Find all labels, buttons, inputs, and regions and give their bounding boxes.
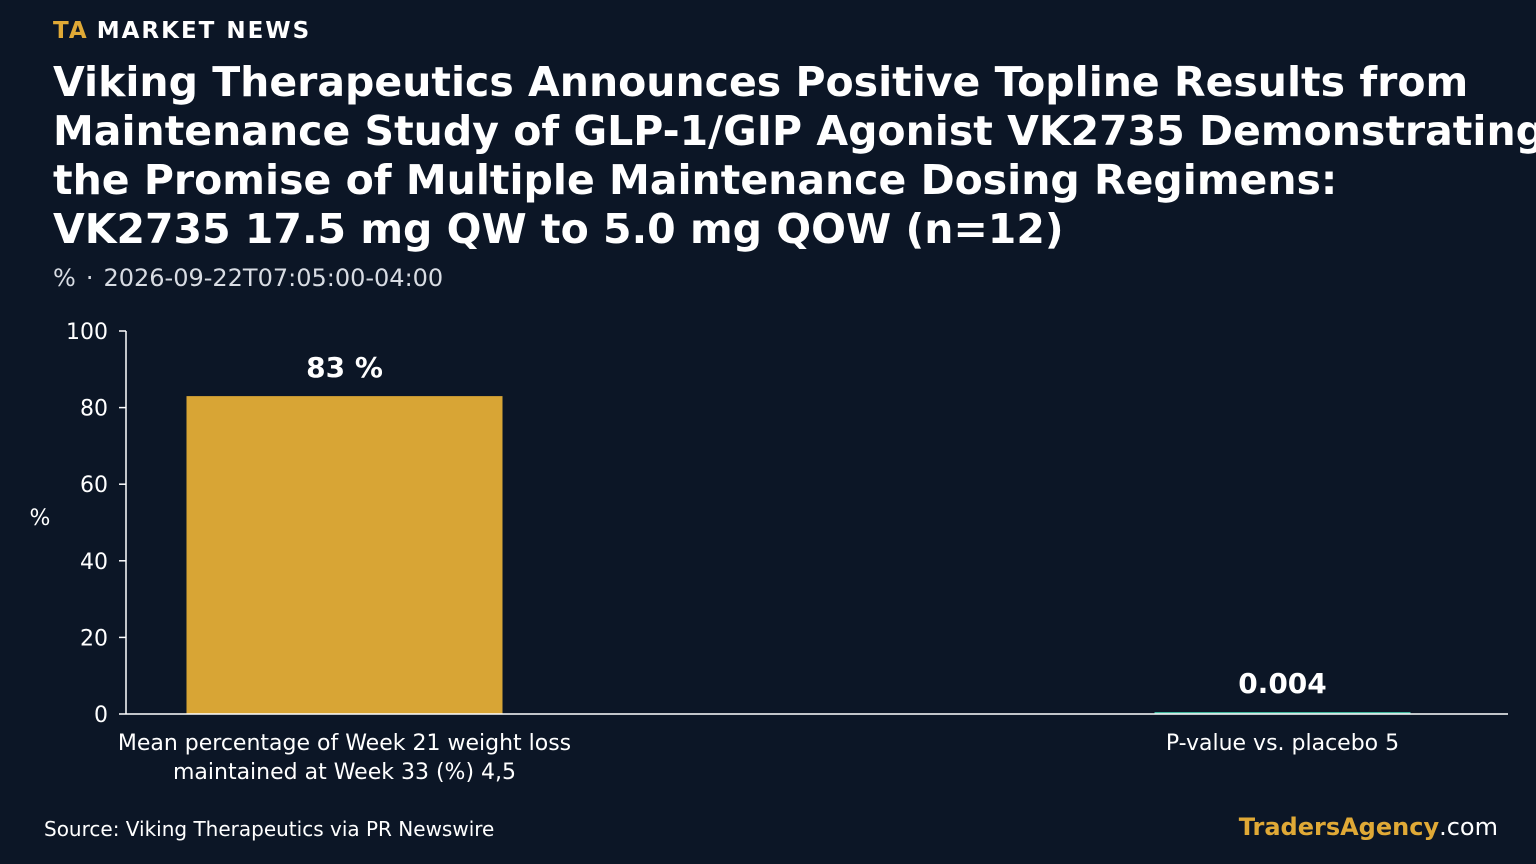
meta-unit: % [53, 264, 76, 292]
bars: 83 % 0.004 [186, 351, 1411, 714]
meta-line: % · 2026-09-22T07:05:00-04:00 [53, 264, 443, 292]
footer-brand-suffix: .com [1439, 813, 1498, 841]
y-tick-label: 100 [66, 320, 108, 345]
headline-line: Maintenance Study of GLP-1/GIP Agonist V… [53, 107, 1536, 155]
y-tick-label: 0 [94, 703, 108, 728]
headline-line: Viking Therapeutics Announces Positive T… [53, 58, 1469, 106]
bar [1154, 712, 1411, 714]
bar-value-label: 83 % [306, 351, 383, 384]
y-tick-label: 40 [80, 550, 108, 575]
y-axis: 0 20 40 60 80 100% [30, 320, 127, 728]
headline: Viking Therapeutics Announces Positive T… [53, 58, 1536, 254]
source-note: Source: Viking Therapeutics via PR Newsw… [44, 817, 495, 841]
x-tick-label: Mean percentage of Week 21 weight loss [118, 731, 571, 756]
x-tick-label: maintained at Week 33 (%) 4,5 [173, 760, 516, 785]
bar [186, 396, 503, 714]
y-tick-label: 60 [80, 473, 108, 498]
bar-chart: 0 20 40 60 80 100% 83 % 0.004 Mean percentage … [30, 320, 1508, 785]
y-axis-label: % [30, 506, 51, 531]
y-tick-label: 20 [80, 626, 108, 651]
bar-value-label: 0.004 [1238, 667, 1327, 700]
headline-line: the Promise of Multiple Maintenance Dosi… [53, 156, 1338, 204]
brand-logo: TA MARKET NEWS [53, 18, 311, 44]
x-tick-label: P-value vs. placebo 5 [1166, 731, 1399, 756]
headline-line: VK2735 17.5 mg QW to 5.0 mg QOW (n=12) [53, 205, 1064, 253]
brand-prefix: TA [53, 18, 89, 44]
x-axis: Mean percentage of Week 21 weight loss ma… [118, 713, 1508, 785]
footer-brand: TradersAgency.com [1239, 813, 1498, 841]
meta-timestamp: 2026-09-22T07:05:00-04:00 [103, 264, 444, 292]
y-tick-label: 80 [80, 397, 108, 422]
meta-separator: · [85, 264, 94, 292]
footer-brand-main: TradersAgency [1238, 813, 1440, 841]
brand-name: MARKET NEWS [96, 18, 312, 44]
